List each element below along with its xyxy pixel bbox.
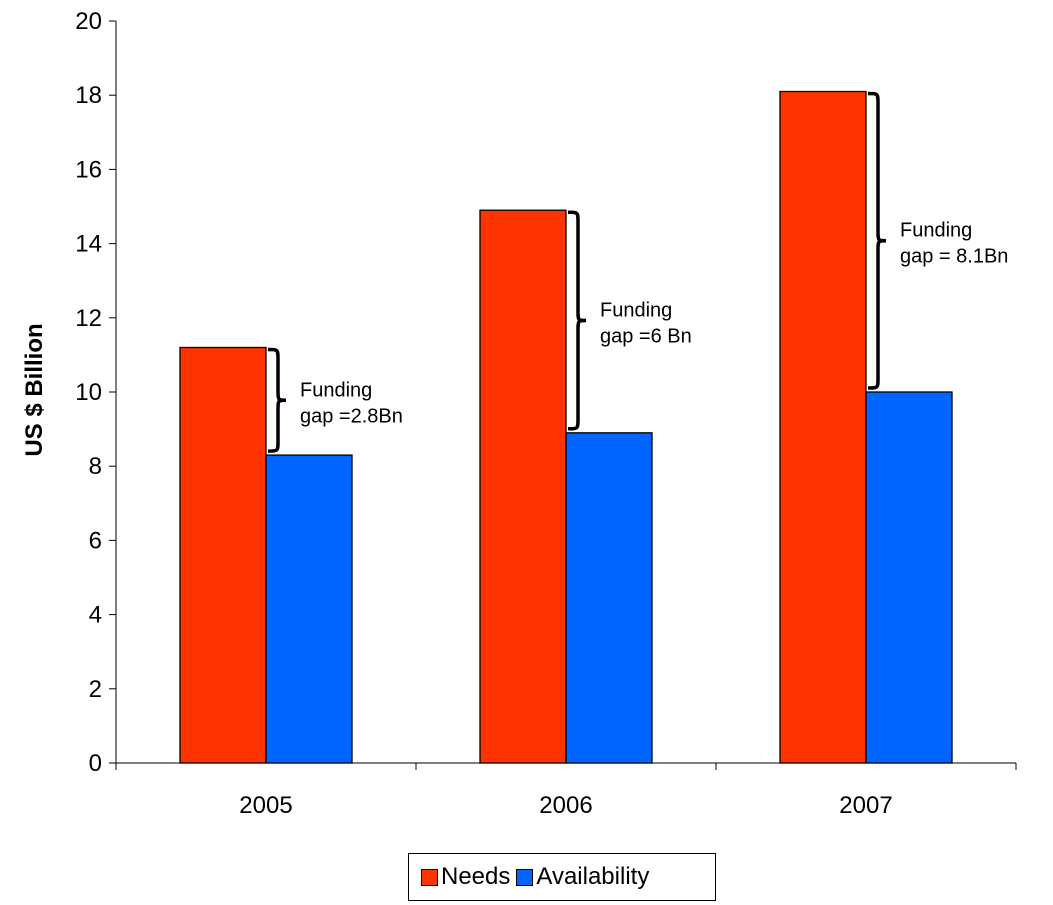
legend-label-needs: Needs [441,863,511,890]
bar-needs-2005 [179,346,267,764]
bar-needs-2007 [779,90,867,764]
y-tick-label: 8 [89,453,102,480]
legend-label-availability: Availability [536,863,650,890]
gap-brace-2007 [867,91,887,390]
gap-annotation-2007: gap = 8.1Bn [900,246,1008,268]
y-tick-label: 20 [75,8,102,35]
legend-swatch-needs [421,868,438,886]
gap-annotation-2007: Funding [900,220,972,242]
x-tick-label: 2005 [239,792,292,819]
y-tick-label: 4 [89,602,102,629]
gap-annotation-2005: gap =2.8Bn [300,405,403,427]
y-tick-label: 18 [75,82,102,109]
y-tick-label: 14 [75,231,102,258]
y-tick-label: 2 [89,676,102,703]
bar-availability-2005 [265,454,353,764]
y-axis-title: US $ Billion [21,323,48,456]
legend-item-needs: Needs [421,863,510,891]
y-tick-label: 12 [75,305,102,332]
x-tick-label: 2006 [539,792,592,819]
y-tick-label: 0 [89,750,102,777]
gap-brace-2005 [267,347,287,453]
y-tick-label: 16 [75,156,102,183]
bar-needs-2006 [479,209,567,764]
legend: Needs Availability [408,853,716,901]
x-tick-label: 2007 [839,792,892,819]
bar-availability-2006 [565,432,653,764]
gap-annotation-2006: gap =6 Bn [600,326,692,348]
legend-swatch-availability [516,868,534,886]
gap-annotation-2005: Funding [300,379,372,401]
bars [179,90,953,764]
gap-annotations: Funding gap =2.8Bn Funding gap =6 Bn Funding… [267,91,1008,453]
legend-item-availability: Availability [516,863,649,891]
y-tick-label: 6 [89,527,102,554]
gap-brace-2006 [567,210,587,431]
y-axis: 0 2 4 6 8 10 12 14 16 18 20 [75,8,117,777]
y-tick-label: 10 [75,379,102,406]
x-axis: 2005 2006 2007 [115,762,1017,819]
gap-annotation-2006: Funding [600,300,672,322]
bar-availability-2007 [865,391,953,764]
